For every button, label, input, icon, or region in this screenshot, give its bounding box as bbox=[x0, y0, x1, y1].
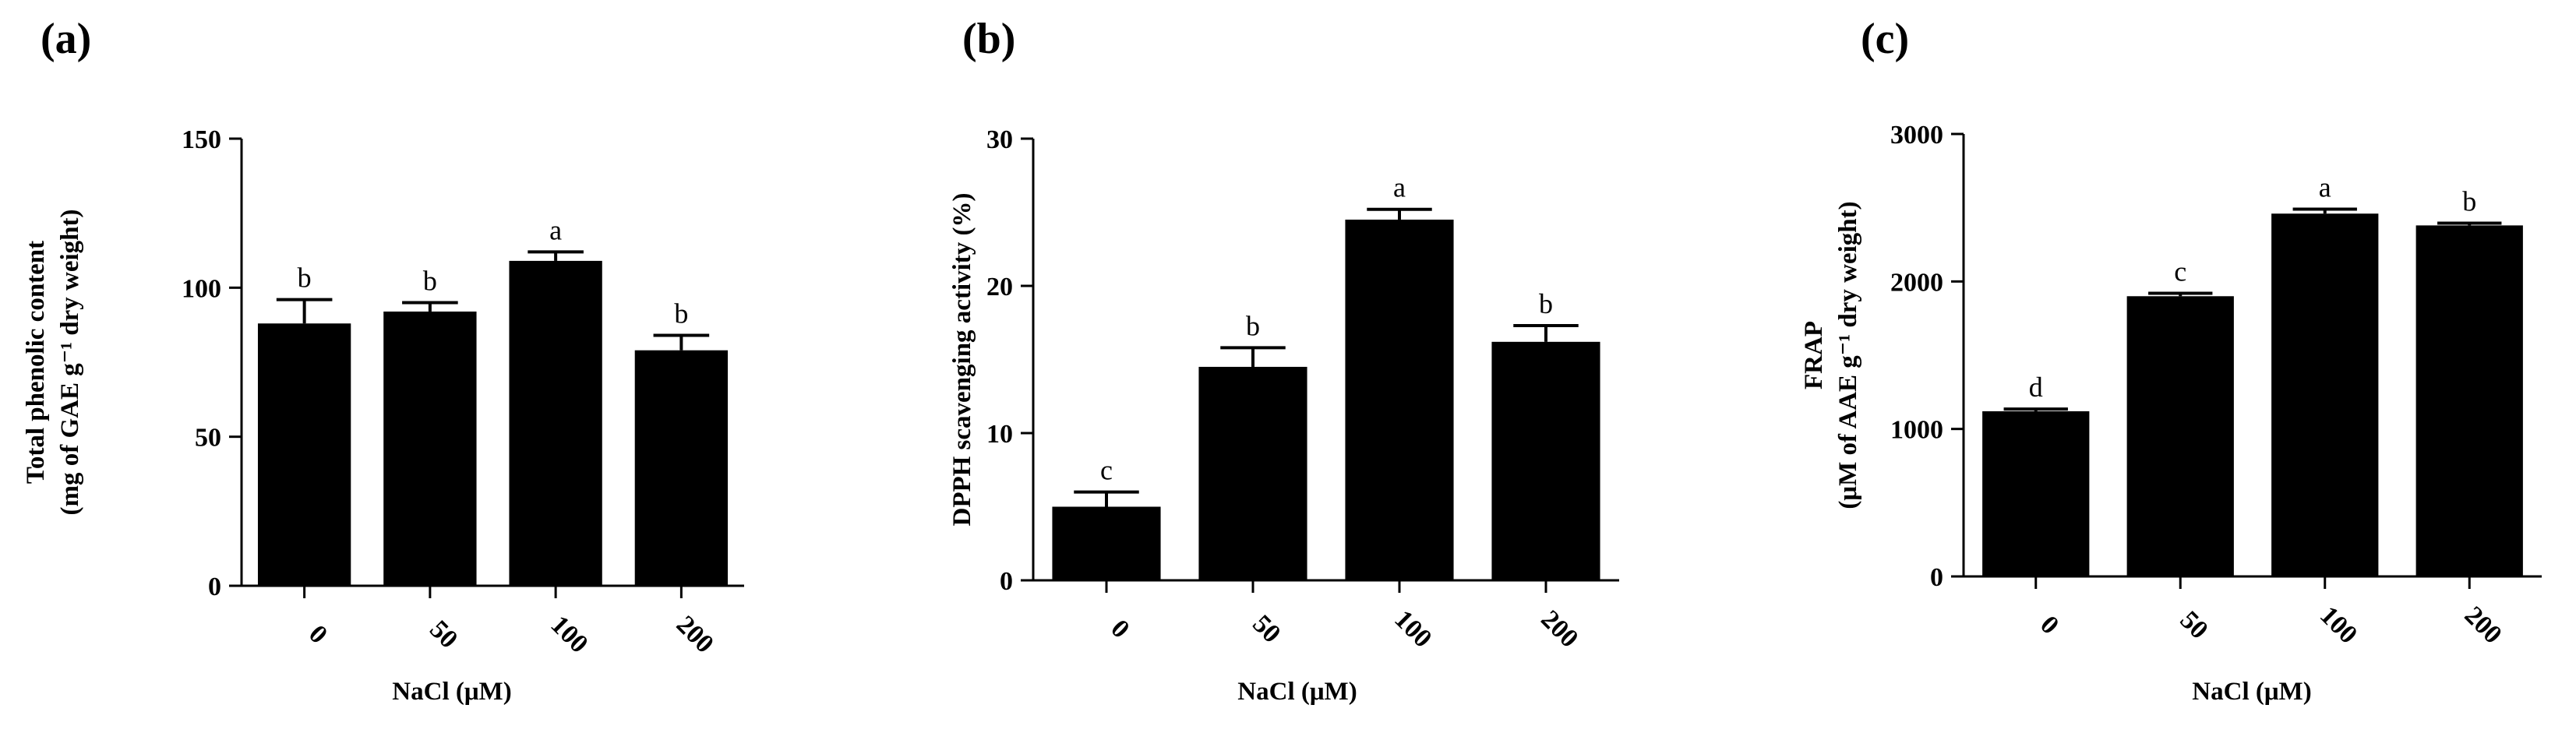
significance-letter: c bbox=[1100, 455, 1113, 486]
y-tick-label: 0 bbox=[208, 573, 221, 601]
bar bbox=[2415, 225, 2523, 576]
y-tick-label: 30 bbox=[986, 125, 1013, 154]
bar bbox=[2271, 213, 2379, 576]
y-axis-title: Total phenolic content bbox=[22, 241, 50, 484]
y-tick-label: 3000 bbox=[1890, 121, 1943, 150]
bar bbox=[1491, 341, 1600, 580]
significance-letter: b bbox=[423, 265, 437, 296]
y-tick-label: 100 bbox=[182, 274, 221, 303]
x-tick-label: 100 bbox=[2314, 601, 2363, 649]
x-tick-label: 100 bbox=[1389, 604, 1437, 653]
x-axis-title: NaCl (μM) bbox=[2192, 678, 2311, 706]
y-tick-label: 50 bbox=[195, 424, 221, 453]
x-tick-label: 0 bbox=[303, 619, 333, 649]
y-axis-title: FRAP bbox=[1800, 321, 1828, 389]
y-tick-label: 10 bbox=[986, 420, 1013, 449]
significance-letter: d bbox=[2029, 372, 2043, 403]
chart-panel-2: (b) 0 10 20 30 DPPH scavenging activity (%) c 0… bbox=[948, 15, 1619, 706]
x-tick-label: 0 bbox=[2034, 610, 2064, 640]
x-tick-label: 200 bbox=[671, 610, 719, 658]
x-axis-title: NaCl (μM) bbox=[1237, 678, 1357, 706]
x-tick-label: 200 bbox=[2459, 601, 2507, 649]
y-axis-title: (mg of GAE g⁻¹ dry weight) bbox=[56, 209, 84, 515]
x-tick-label: 0 bbox=[1105, 614, 1134, 643]
significance-letter: b bbox=[298, 263, 312, 294]
bar bbox=[509, 260, 602, 586]
y-axis-title: DPPH scavenging activity (%) bbox=[948, 192, 976, 526]
bar bbox=[634, 350, 729, 586]
x-axis-title: NaCl (μM) bbox=[392, 678, 511, 706]
significance-letter: a bbox=[1393, 172, 1406, 203]
y-tick-label: 20 bbox=[986, 273, 1013, 301]
significance-letter: b bbox=[1246, 310, 1260, 341]
bar bbox=[257, 323, 351, 586]
bar bbox=[1345, 219, 1454, 580]
significance-letter: c bbox=[2174, 255, 2186, 287]
x-tick-label: 50 bbox=[2175, 605, 2214, 644]
significance-letter: a bbox=[549, 214, 562, 245]
bar bbox=[2126, 296, 2234, 576]
x-tick-label: 100 bbox=[545, 610, 593, 658]
chart-panel-1: (a) 0 50 100 150 Total phenolic content (mg of… bbox=[22, 15, 744, 706]
y-tick-label: 0 bbox=[1000, 567, 1013, 596]
x-tick-label: 50 bbox=[424, 615, 463, 654]
panel-label: (c) bbox=[1861, 15, 1909, 63]
significance-letter: b bbox=[2462, 186, 2476, 217]
bar bbox=[1198, 366, 1307, 580]
y-axis-title: (μM of AAE g⁻¹ dry weight) bbox=[1834, 201, 1862, 509]
y-tick-label: 0 bbox=[1930, 563, 1943, 592]
bar bbox=[1052, 506, 1161, 580]
significance-letter: b bbox=[674, 298, 688, 329]
bar bbox=[383, 311, 477, 586]
significance-letter: b bbox=[1539, 288, 1553, 319]
x-tick-label: 50 bbox=[1247, 609, 1286, 648]
y-tick-label: 2000 bbox=[1890, 268, 1943, 297]
y-tick-label: 150 bbox=[182, 125, 221, 154]
bar bbox=[1982, 411, 2090, 576]
significance-letter: a bbox=[2319, 172, 2331, 203]
y-tick-label: 1000 bbox=[1890, 416, 1943, 445]
panel-label: (b) bbox=[962, 15, 1015, 63]
panel-label: (a) bbox=[41, 15, 91, 63]
x-tick-label: 200 bbox=[1535, 604, 1583, 653]
